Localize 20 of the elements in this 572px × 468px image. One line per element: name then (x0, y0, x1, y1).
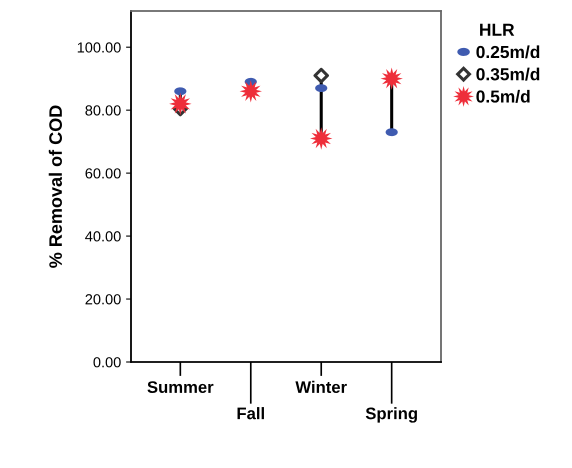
y-axis-title: % Removal of COD (48, 105, 62, 268)
y-tick-label: 20.00 (86, 294, 121, 304)
y-tick-label: 100.00 (78, 42, 121, 53)
y-tick-label: 80.00 (85, 105, 121, 116)
legend-label: 0.25m/d (476, 45, 540, 58)
y-tick-label: 40.00 (85, 231, 121, 242)
legend-label: 0.35m/d (476, 68, 540, 81)
point (380, 67, 403, 90)
point (313, 68, 329, 84)
x-tick-label: Summer (147, 381, 214, 393)
x-tick-label: Fall (238, 407, 264, 420)
legend-label: 0.5m/d (476, 90, 530, 103)
point (240, 80, 262, 102)
y-tick-label: 60.00 (86, 168, 121, 179)
x-tick-label: Winter (295, 380, 347, 393)
x-tick-label: Spring (366, 407, 417, 423)
y-tick-label: 0.00 (93, 357, 121, 368)
point (310, 127, 332, 150)
point (169, 92, 192, 116)
legend-title: HLR (480, 24, 514, 36)
